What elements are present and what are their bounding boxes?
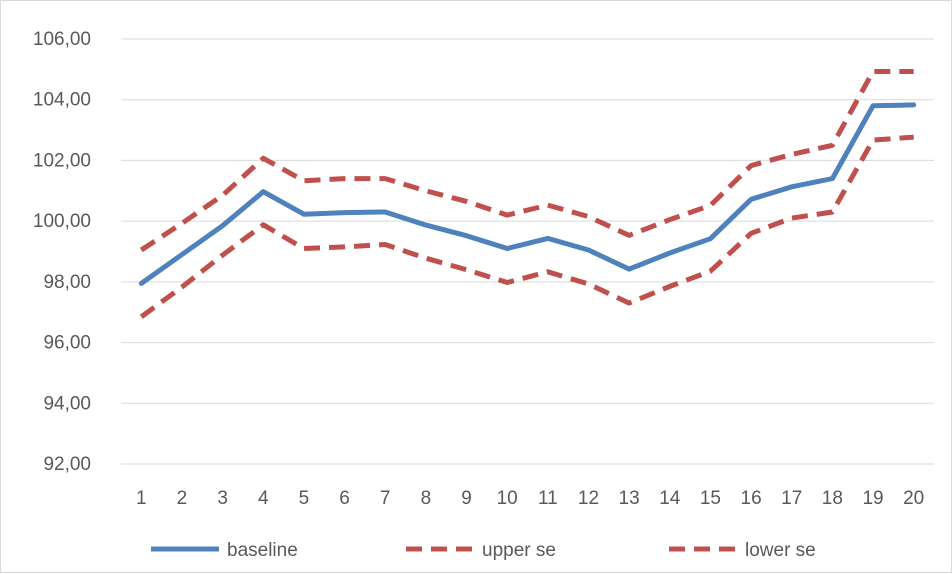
y-tick-label: 104,00: [33, 90, 91, 111]
legend-label: upper se: [482, 540, 556, 561]
x-tick-label: 13: [619, 488, 640, 509]
x-tick-label: 10: [497, 488, 518, 509]
legend: baseline upper se lower se: [151, 540, 816, 561]
x-tick-label: 14: [659, 488, 681, 509]
x-tick-label: 15: [700, 488, 721, 509]
series-line-upper-se: [139, 69, 914, 253]
x-tick-label: 17: [781, 488, 802, 509]
y-tick-label: 100,00: [33, 211, 91, 232]
y-tick-label: 96,00: [43, 333, 91, 354]
x-axis-ticks: 1 2 3 4 5 6 7 8 9 10 11 12 13 14 15 16 17 18 19 20: [136, 488, 924, 509]
x-tick-label: 8: [421, 488, 432, 509]
x-tick-label: 4: [258, 488, 269, 509]
series-line-lower-se: [139, 134, 914, 319]
series-line-baseline: [138, 102, 917, 286]
y-axis-ticks: 92,00 94,00 96,00 98,00 100,00 102,00 104,00 10…: [33, 29, 91, 475]
legend-label: lower se: [745, 540, 816, 561]
y-tick-label: 92,00: [43, 454, 91, 475]
x-tick-label: 11: [538, 488, 558, 509]
x-tick-label: 12: [578, 488, 599, 509]
series-lines: [138, 69, 917, 319]
x-tick-label: 18: [822, 488, 843, 509]
x-tick-label: 5: [299, 488, 310, 509]
gridlines: [121, 38, 934, 465]
y-tick-label: 106,00: [33, 29, 91, 50]
x-tick-label: 19: [862, 488, 883, 509]
y-tick-label: 102,00: [33, 150, 91, 171]
y-tick-label: 98,00: [43, 272, 91, 293]
x-tick-label: 20: [903, 488, 924, 509]
x-tick-label: 9: [461, 488, 472, 509]
x-tick-label: 7: [380, 488, 391, 509]
x-tick-label: 6: [339, 488, 350, 509]
y-tick-label: 94,00: [43, 393, 91, 414]
legend-label: baseline: [227, 540, 298, 561]
x-tick-label: 3: [217, 488, 228, 509]
x-tick-label: 16: [741, 488, 762, 509]
x-tick-label: 1: [136, 488, 147, 509]
x-tick-label: 2: [177, 488, 188, 509]
